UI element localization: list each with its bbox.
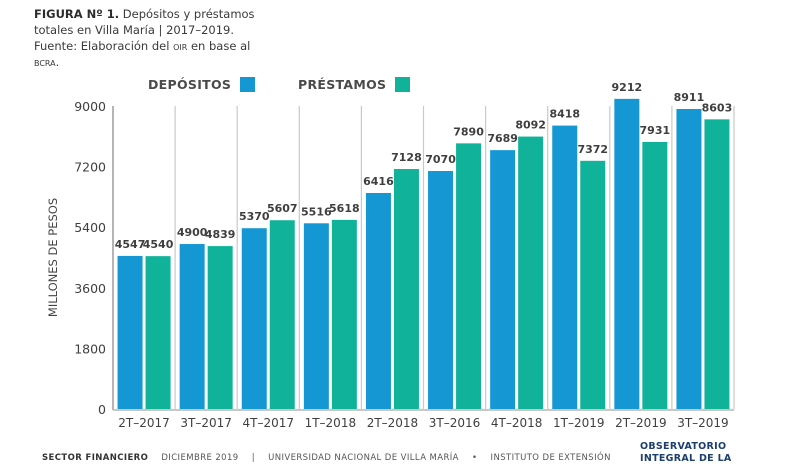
value-label-depositos: 9212 [612,81,643,94]
figure-label: FIGURA Nº 1. [34,7,120,21]
value-label-prestamos: 4839 [205,228,236,241]
footer: SECTOR FINANCIERO DICIEMBRE 2019 | UNIVE… [42,453,611,463]
value-label-prestamos: 7931 [640,124,671,137]
y-axis-ticks: 0 1800 3600 5400 7200 9000 [74,99,106,417]
x-tick-label: 3T–2019 [677,416,729,430]
legend-label-depositos: DEPÓSITOS [148,77,232,92]
value-label-depositos: 7689 [487,132,518,145]
bar-depositos [241,228,267,409]
bar-prestamos [704,119,730,410]
bar-prestamos [518,136,544,409]
bar-depositos [117,255,143,409]
value-label-depositos: 4900 [177,226,208,239]
x-tick-label: 3T–2017 [180,416,232,430]
bar-depositos [490,150,516,409]
bar-depositos [552,125,578,410]
bar-depositos [676,108,702,409]
value-label-prestamos: 5607 [267,202,298,215]
y-tick-label: 5400 [74,220,106,235]
legend-swatch-depositos [240,77,256,92]
bar-depositos [303,223,329,409]
legend-item-prestamos: PRÉSTAMOS [298,77,411,92]
bar-prestamos [269,220,295,409]
value-label-depositos: 5370 [239,210,270,223]
value-label-depositos: 7070 [425,153,456,166]
y-tick-label: 7200 [74,160,106,175]
y-tick-label: 3600 [74,281,106,296]
value-label-prestamos: 8603 [702,101,733,114]
bar-prestamos [456,143,482,409]
caption-bcra: BCRA [34,55,56,69]
value-label-prestamos: 7372 [577,143,608,156]
footer-institute: INSTITUTO DE EXTENSIÓN [490,453,611,463]
bar-prestamos [331,219,357,409]
bar-depositos [428,170,454,409]
bar-prestamos [393,169,419,409]
caption-oir: OIR [173,39,188,53]
bar-prestamos [207,246,233,409]
legend-label-prestamos: PRÉSTAMOS [298,77,387,92]
caption-text-3: . [55,55,60,69]
x-tick-label: 2T–2019 [615,416,667,430]
value-label-prestamos: 4540 [143,238,174,251]
value-label-prestamos: 5618 [329,202,360,215]
footer-bullet: • [472,453,478,463]
x-tick-label: 2T–2017 [118,416,170,430]
x-tick-label: 1T–2019 [553,416,605,430]
x-tick-label: 2T–2018 [367,416,419,430]
footer-separator: | [251,453,255,463]
footer-section: SECTOR FINANCIERO [42,453,149,463]
y-tick-label: 1800 [74,341,106,356]
value-label-prestamos: 7128 [391,151,422,164]
y-tick-label: 0 [98,402,106,417]
x-tick-label: 3T–2016 [429,416,481,430]
value-label-depositos: 8418 [549,108,580,121]
value-label-depositos: 8911 [674,91,705,104]
observatorio-line-2: INTEGRAL DE LA [640,453,732,464]
bar-depositos [365,192,391,409]
value-label-prestamos: 7890 [453,125,484,138]
bar-prestamos [580,160,606,409]
bar-depositos [179,244,205,409]
y-tick-label: 9000 [74,99,106,114]
x-tick-label: 4T–2017 [242,416,294,430]
footer-date: DICIEMBRE 2019 [161,453,239,463]
figure-caption: FIGURA Nº 1. Depósitos y préstamos total… [34,6,274,70]
bar-prestamos [642,141,668,409]
value-label-prestamos: 8092 [515,119,546,132]
legend-item-depositos: DEPÓSITOS [148,77,256,92]
observatorio-line-1: OBSERVATORIO [640,441,727,452]
observatorio-logo-text: OBSERVATORIO INTEGRAL DE LA [640,441,732,465]
caption-text: Depósitos y préstamos totales en Villa M… [34,7,255,53]
caption-text-2: en base al [187,39,251,53]
footer-university: UNIVERSIDAD NACIONAL DE VILLA MARÍA [268,453,459,463]
y-axis-label: MILLONES DE PESOS [46,198,60,317]
bar-prestamos [145,256,171,409]
x-axis-ticks: 2T–2017 3T–2017 4T–2017 1T–2018 2T–2018 3T–20… [118,416,728,430]
bars [117,98,730,410]
x-tick-label: 4T–2018 [491,416,543,430]
value-label-depositos: 6416 [363,175,394,188]
legend-swatch-prestamos [395,77,411,92]
x-tick-label: 1T–2018 [305,416,357,430]
bar-depositos [614,98,640,409]
value-label-depositos: 4547 [115,238,146,251]
group-dividers [174,106,735,409]
value-label-depositos: 5516 [301,205,332,218]
